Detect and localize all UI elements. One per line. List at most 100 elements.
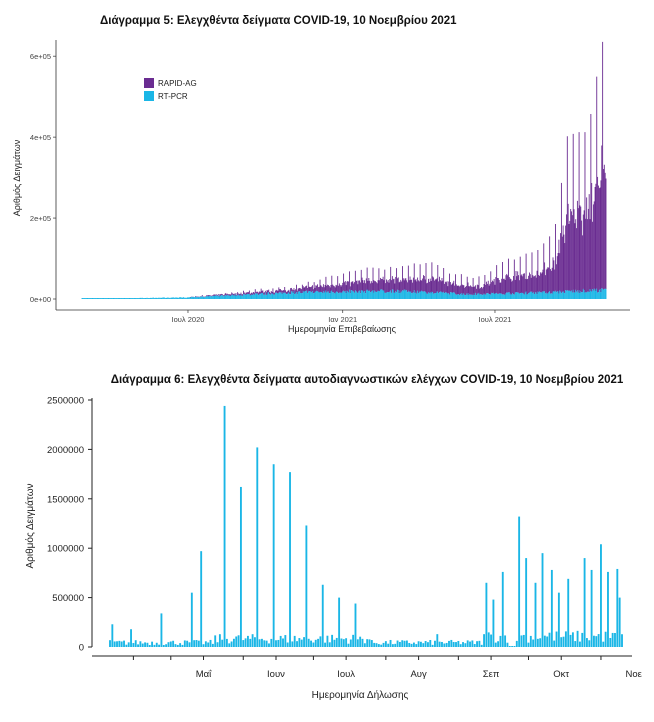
chart-6-xtick-label: Ιουλ (337, 669, 355, 680)
chart-6-bar (146, 642, 149, 647)
chart-6-bar (134, 640, 137, 647)
chart-6-bar (391, 644, 394, 647)
chart-6-bar (174, 644, 177, 647)
chart-6-bar (473, 644, 476, 647)
chart-6-bar (541, 553, 544, 647)
chart-6-xlabel: Ημερομηνία Δήλωσης (312, 689, 409, 701)
chart-6-bar (366, 639, 369, 647)
chart-6-bar (333, 639, 336, 647)
chart-6-bar (555, 631, 558, 647)
chart-6-bars (109, 405, 623, 647)
chart-6-bar (272, 464, 275, 647)
chart-5-xtick-label: Ιαν 2021 (328, 315, 357, 324)
chart-6-ytick-label: 1000000 (47, 544, 84, 555)
chart-6-bar (466, 640, 469, 647)
chart-5-xlabel: Ημερομηνία Επιβεβαίωσης (288, 324, 397, 334)
chart-6-bar (256, 447, 259, 647)
chart-6-bar (560, 637, 563, 647)
chart-6-bar (574, 641, 577, 647)
chart-5: Διάγραμμα 5: Ελεγχθέντα δείγματα COVID-1… (12, 15, 630, 334)
chart-6-bar (127, 642, 130, 647)
chart-6-bar (293, 635, 296, 647)
chart-6-bar (553, 640, 556, 647)
chart-6-bar (585, 638, 588, 647)
chart-6-bar (179, 643, 182, 647)
chart-6-bar (242, 640, 245, 647)
chart-6-bar (186, 640, 189, 647)
chart-6-bar (448, 640, 450, 647)
chart-6-bar (450, 639, 453, 647)
chart-6-bar (431, 644, 434, 647)
chart-6-ytick-label: 1500000 (47, 494, 84, 505)
chart-6-bar (363, 643, 366, 647)
chart-6-bar (169, 641, 172, 647)
chart-6-bar (125, 644, 128, 647)
chart-6-ytick-label: 0 (79, 643, 84, 654)
chart-6-bar (291, 641, 294, 647)
chart-6-bar (289, 472, 291, 647)
chart-6-bar (123, 640, 125, 647)
chart-6-bar (398, 641, 401, 647)
chart-5-ytick-label: 0e+00 (30, 295, 51, 304)
chart-5-axes: 0e+00 2e+05 4e+05 6e+05 Ιουλ 2020 Ιαν 2021 Ιου… (30, 40, 630, 324)
chart-6-bar (424, 641, 427, 647)
chart-6-bar (151, 641, 154, 647)
chart-6-bar (216, 642, 219, 647)
chart-6-bar (427, 642, 429, 647)
chart-6: Διάγραμμα 6: Ελεγχθέντα δείγματα αυτοδια… (24, 374, 643, 701)
chart-6-bar (307, 638, 310, 647)
chart-6-bar (225, 638, 228, 647)
chart-6-xtick-label: Αυγ (410, 669, 427, 680)
chart-6-bar (536, 638, 539, 647)
chart-6-bar (483, 634, 485, 647)
chart-6-bar (485, 582, 488, 647)
chart-5-ylabel: Αριθμός Δειγμάτων (12, 139, 22, 216)
chart-6-bar (571, 632, 574, 647)
chart-6-bar (564, 631, 567, 647)
chart-6-bar (375, 643, 378, 647)
chart-6-bar (298, 638, 301, 647)
chart-5-ytick-label: 2e+05 (30, 214, 51, 223)
chart-6-bar (471, 640, 474, 647)
chart-6-bar (462, 642, 464, 647)
chart-6-bar (232, 638, 235, 647)
chart-6-bar (282, 638, 284, 647)
chart-6-bar (590, 569, 593, 647)
chart-6-bar (239, 486, 242, 647)
chart-6-bar (139, 641, 142, 647)
chart-6-bar (235, 636, 238, 647)
chart-6-bar (494, 642, 497, 647)
chart-6-bar (396, 640, 399, 647)
chart-6-bar (441, 641, 443, 647)
chart-6-bar (597, 634, 600, 647)
chart-6-bar (354, 603, 357, 647)
chart-6-bar (335, 637, 338, 647)
chart-6-bar (518, 516, 521, 647)
chart-6-bar (113, 641, 116, 647)
chart-6-bar (218, 634, 221, 647)
chart-6-bar (602, 641, 605, 647)
chart-6-bar (359, 636, 362, 647)
chart-6-bar (412, 642, 415, 647)
chart-6-bar (532, 639, 535, 647)
chart-6-bar (268, 643, 270, 647)
chart-6-bar (415, 644, 418, 647)
chart-6-bar (195, 640, 198, 647)
chart-6-bar (370, 640, 373, 647)
chart-6-bar (380, 644, 383, 647)
chart-6-bar (504, 635, 507, 647)
chart-6-bar (251, 634, 254, 647)
chart-6-bar (389, 639, 392, 647)
chart-6-bar (607, 571, 609, 647)
chart-6-ytick-label: 500000 (52, 593, 84, 604)
chart-6-bar (317, 638, 320, 647)
chart-6-bar (342, 639, 345, 647)
chart-6-bar (373, 642, 376, 647)
chart-6-xtick-label: Ιουν (267, 669, 285, 680)
chart-6-bar (176, 644, 179, 647)
chart-6-bar (340, 638, 343, 647)
chart-6-bar (548, 632, 551, 647)
chart-6-bar (356, 639, 359, 647)
chart-6-bar (270, 638, 273, 647)
chart-6-bar (403, 640, 406, 647)
